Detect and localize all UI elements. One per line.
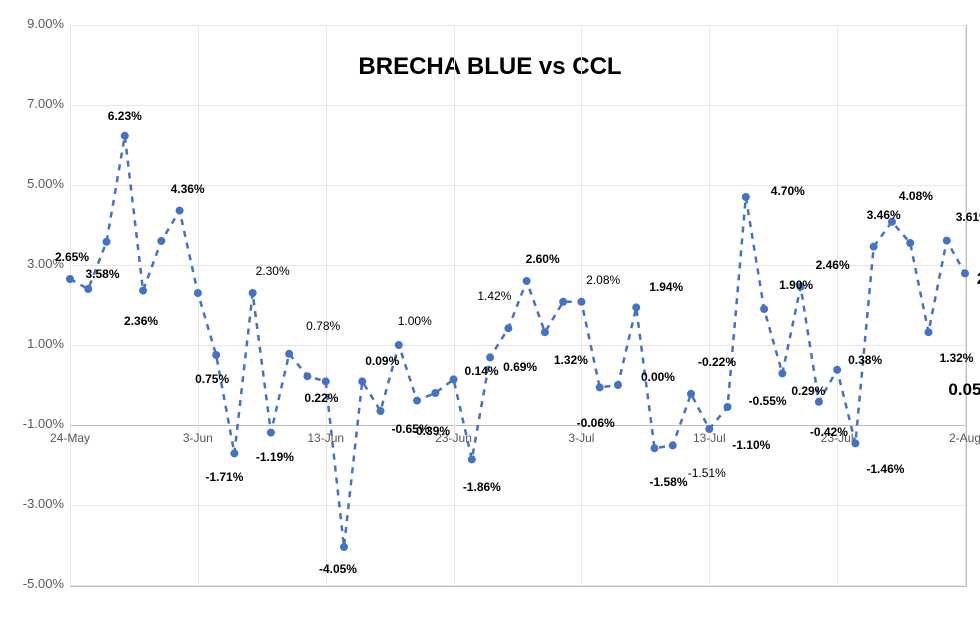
data-label: 1.90%	[779, 278, 813, 292]
data-point	[760, 305, 768, 313]
data-label: 2.65%	[55, 250, 89, 264]
data-point	[650, 444, 658, 452]
series-line-brecha	[70, 136, 965, 547]
data-label: -0.06%	[577, 416, 615, 430]
data-point	[577, 298, 585, 306]
data-label: 0.38%	[848, 353, 882, 367]
data-point	[687, 390, 695, 398]
data-label: -1.19%	[256, 450, 294, 464]
data-label: 4.36%	[171, 182, 205, 196]
data-label: 2.60%	[526, 252, 560, 266]
data-label: -1.58%	[649, 475, 687, 489]
data-label: -4.05%	[319, 562, 357, 576]
data-point	[358, 377, 366, 385]
data-point	[84, 285, 92, 293]
data-label: 0.75%	[195, 372, 229, 386]
data-label: 1.00%	[398, 314, 432, 328]
data-label: 1.32%	[939, 351, 973, 365]
data-label: 0.09%	[365, 354, 399, 368]
data-point	[851, 439, 859, 447]
data-point	[724, 403, 732, 411]
data-point	[66, 275, 74, 283]
data-point	[413, 397, 421, 405]
data-point	[778, 369, 786, 377]
data-label: 3.61%	[956, 210, 980, 224]
data-point	[285, 350, 293, 358]
data-point	[249, 289, 257, 297]
data-label: -1.71%	[205, 470, 243, 484]
data-label: 6.23%	[108, 109, 142, 123]
data-label: 2.30%	[256, 264, 290, 278]
data-label: -0.22%	[698, 355, 736, 369]
data-label: 2.46%	[816, 258, 850, 272]
data-point	[815, 398, 823, 406]
data-label: -1.51%	[688, 466, 726, 480]
data-label: 0.29%	[791, 384, 825, 398]
data-label: 0.00%	[641, 370, 675, 384]
data-point	[340, 543, 348, 551]
data-label: -0.42%	[810, 425, 848, 439]
data-point	[121, 132, 129, 140]
data-point	[468, 455, 476, 463]
data-point	[157, 237, 165, 245]
data-point	[961, 269, 969, 277]
data-point	[194, 289, 202, 297]
data-label: 1.94%	[649, 280, 683, 294]
data-label: 2.36%	[124, 314, 158, 328]
data-label: 2.08%	[586, 273, 620, 287]
data-point	[523, 277, 531, 285]
data-label: -0.39%	[412, 424, 450, 438]
data-label: 4.08%	[899, 189, 933, 203]
data-label: 0.14%	[465, 364, 499, 378]
data-label: 0.78%	[306, 319, 340, 333]
data-point	[431, 389, 439, 397]
data-point	[504, 324, 512, 332]
data-point	[139, 287, 147, 295]
data-label: -1.10%	[732, 438, 770, 452]
data-label: -0.55%	[749, 394, 787, 408]
data-label: 1.32%	[554, 353, 588, 367]
data-point	[614, 381, 622, 389]
data-point	[322, 377, 330, 385]
data-point	[833, 366, 841, 374]
data-point	[924, 328, 932, 336]
data-point	[176, 207, 184, 215]
data-point	[303, 372, 311, 380]
data-point	[541, 328, 549, 336]
data-point	[742, 193, 750, 201]
data-point	[267, 429, 275, 437]
data-point	[705, 425, 713, 433]
data-point	[212, 351, 220, 359]
data-point	[230, 449, 238, 457]
data-label: 0.05%	[948, 380, 980, 400]
data-label: -1.86%	[463, 480, 501, 494]
data-point	[377, 407, 385, 415]
data-label: 1.42%	[477, 289, 511, 303]
chart-container: { "chart": { "type": "line", "title": "B…	[0, 0, 980, 628]
data-label: 3.46%	[867, 208, 901, 222]
data-point	[395, 341, 403, 349]
data-point	[870, 243, 878, 251]
data-label: 0.22%	[304, 391, 338, 405]
data-label: 3.58%	[86, 267, 120, 281]
data-point	[669, 441, 677, 449]
data-label: 0.69%	[503, 360, 537, 374]
data-point	[559, 298, 567, 306]
data-point	[450, 375, 458, 383]
data-point	[906, 239, 914, 247]
data-point	[943, 237, 951, 245]
data-point	[632, 303, 640, 311]
data-point	[486, 353, 494, 361]
data-label: -1.46%	[866, 462, 904, 476]
data-point	[596, 383, 604, 391]
data-point	[103, 238, 111, 246]
data-label: 4.70%	[771, 184, 805, 198]
